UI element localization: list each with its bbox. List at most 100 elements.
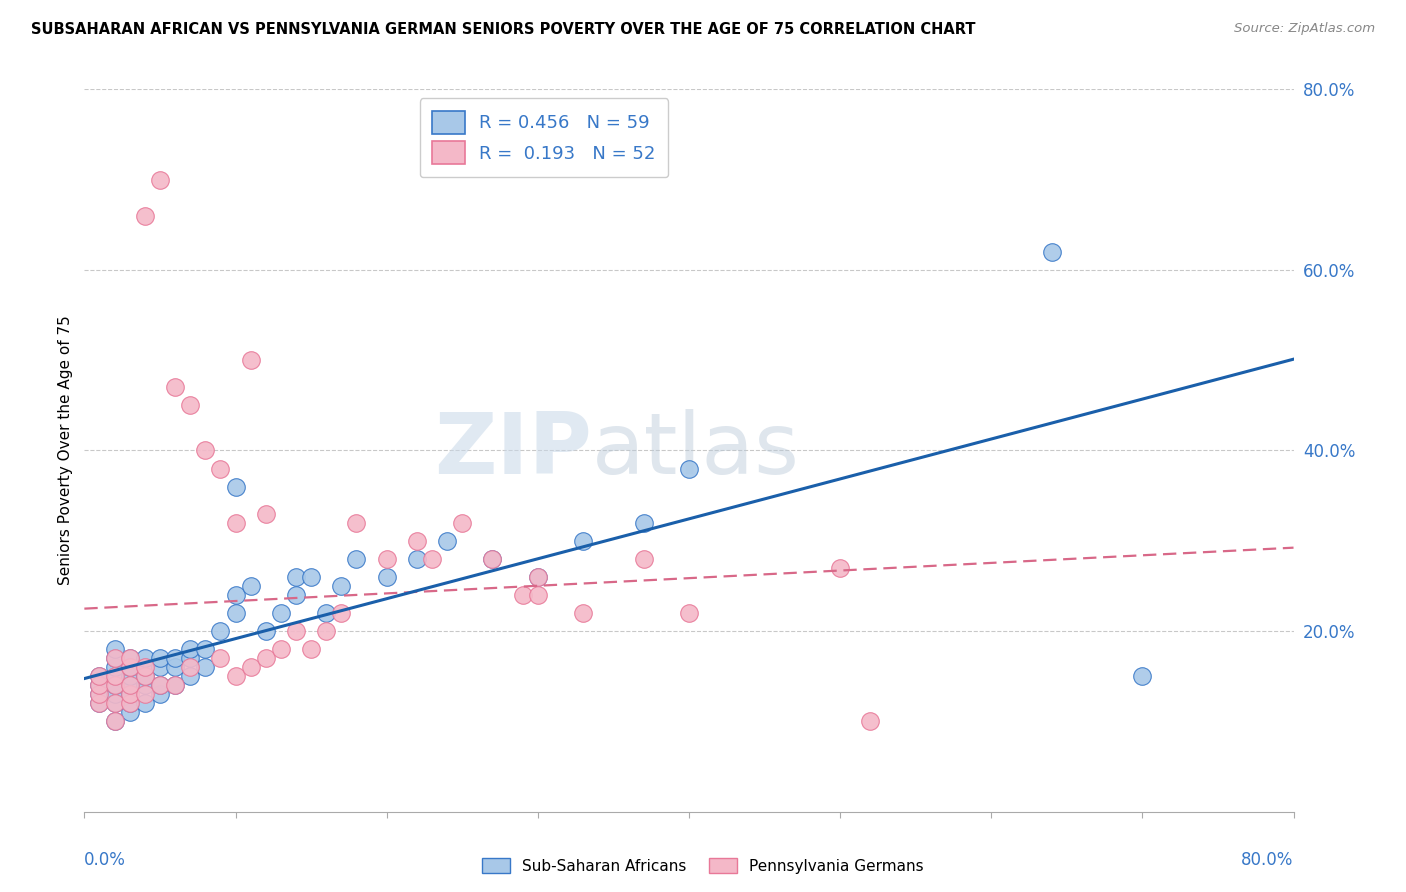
Point — [179, 398, 201, 412]
Text: Source: ZipAtlas.com: Source: ZipAtlas.com — [1234, 22, 1375, 36]
Point — [104, 714, 127, 729]
Point — [315, 624, 337, 639]
Point — [118, 678, 141, 692]
Point — [194, 660, 217, 674]
Point — [134, 697, 156, 711]
Point — [225, 480, 247, 494]
Point — [299, 570, 322, 584]
Point — [134, 687, 156, 701]
Point — [165, 651, 187, 665]
Point — [134, 660, 156, 674]
Point — [118, 687, 141, 701]
Point — [104, 669, 127, 683]
Point — [134, 209, 156, 223]
Point — [285, 588, 308, 602]
Point — [270, 642, 292, 657]
Point — [104, 714, 127, 729]
Point — [239, 353, 262, 368]
Point — [104, 642, 127, 657]
Point — [89, 678, 111, 692]
Point — [118, 660, 141, 674]
Point — [118, 651, 141, 665]
Point — [330, 579, 353, 593]
Point — [225, 669, 247, 683]
Text: atlas: atlas — [592, 409, 800, 492]
Point — [118, 651, 141, 665]
Text: 80.0%: 80.0% — [1241, 852, 1294, 870]
Text: 0.0%: 0.0% — [84, 852, 127, 870]
Point — [179, 651, 201, 665]
Point — [209, 624, 232, 639]
Point — [375, 570, 398, 584]
Point — [179, 660, 201, 674]
Point — [633, 516, 655, 530]
Point — [134, 678, 156, 692]
Point — [118, 669, 141, 683]
Point — [118, 660, 141, 674]
Point — [149, 678, 172, 692]
Point — [89, 669, 111, 683]
Point — [104, 697, 127, 711]
Point — [315, 606, 337, 620]
Point — [194, 443, 217, 458]
Point — [225, 606, 247, 620]
Point — [375, 551, 398, 566]
Point — [89, 687, 111, 701]
Point — [149, 651, 172, 665]
Point — [859, 714, 882, 729]
Point — [179, 669, 201, 683]
Point — [104, 669, 127, 683]
Point — [270, 606, 292, 620]
Point — [285, 624, 308, 639]
Point — [633, 551, 655, 566]
Y-axis label: Seniors Poverty Over the Age of 75: Seniors Poverty Over the Age of 75 — [58, 316, 73, 585]
Point — [104, 687, 127, 701]
Point — [118, 706, 141, 720]
Point — [165, 678, 187, 692]
Point — [134, 651, 156, 665]
Point — [225, 516, 247, 530]
Point — [512, 588, 534, 602]
Point — [254, 624, 277, 639]
Point — [678, 461, 700, 475]
Point — [254, 651, 277, 665]
Point — [481, 551, 503, 566]
Point — [1130, 669, 1153, 683]
Point — [209, 461, 232, 475]
Point — [89, 687, 111, 701]
Point — [149, 678, 172, 692]
Point — [134, 669, 156, 683]
Point — [225, 588, 247, 602]
Point — [406, 533, 429, 548]
Point — [572, 606, 595, 620]
Point — [118, 697, 141, 711]
Point — [330, 606, 353, 620]
Point — [239, 660, 262, 674]
Point — [104, 660, 127, 674]
Point — [420, 551, 443, 566]
Point — [89, 678, 111, 692]
Point — [104, 678, 127, 692]
Point — [346, 516, 368, 530]
Point — [104, 697, 127, 711]
Point — [165, 380, 187, 394]
Point — [1040, 244, 1063, 259]
Point — [118, 697, 141, 711]
Text: ZIP: ZIP — [434, 409, 592, 492]
Point — [179, 642, 201, 657]
Point — [830, 561, 852, 575]
Point — [194, 642, 217, 657]
Point — [89, 697, 111, 711]
Point — [254, 507, 277, 521]
Point — [285, 570, 308, 584]
Point — [149, 687, 172, 701]
Point — [239, 579, 262, 593]
Point — [209, 651, 232, 665]
Point — [149, 172, 172, 186]
Point — [118, 687, 141, 701]
Point — [346, 551, 368, 566]
Point — [89, 697, 111, 711]
Point — [527, 588, 550, 602]
Point — [104, 651, 127, 665]
Point — [165, 660, 187, 674]
